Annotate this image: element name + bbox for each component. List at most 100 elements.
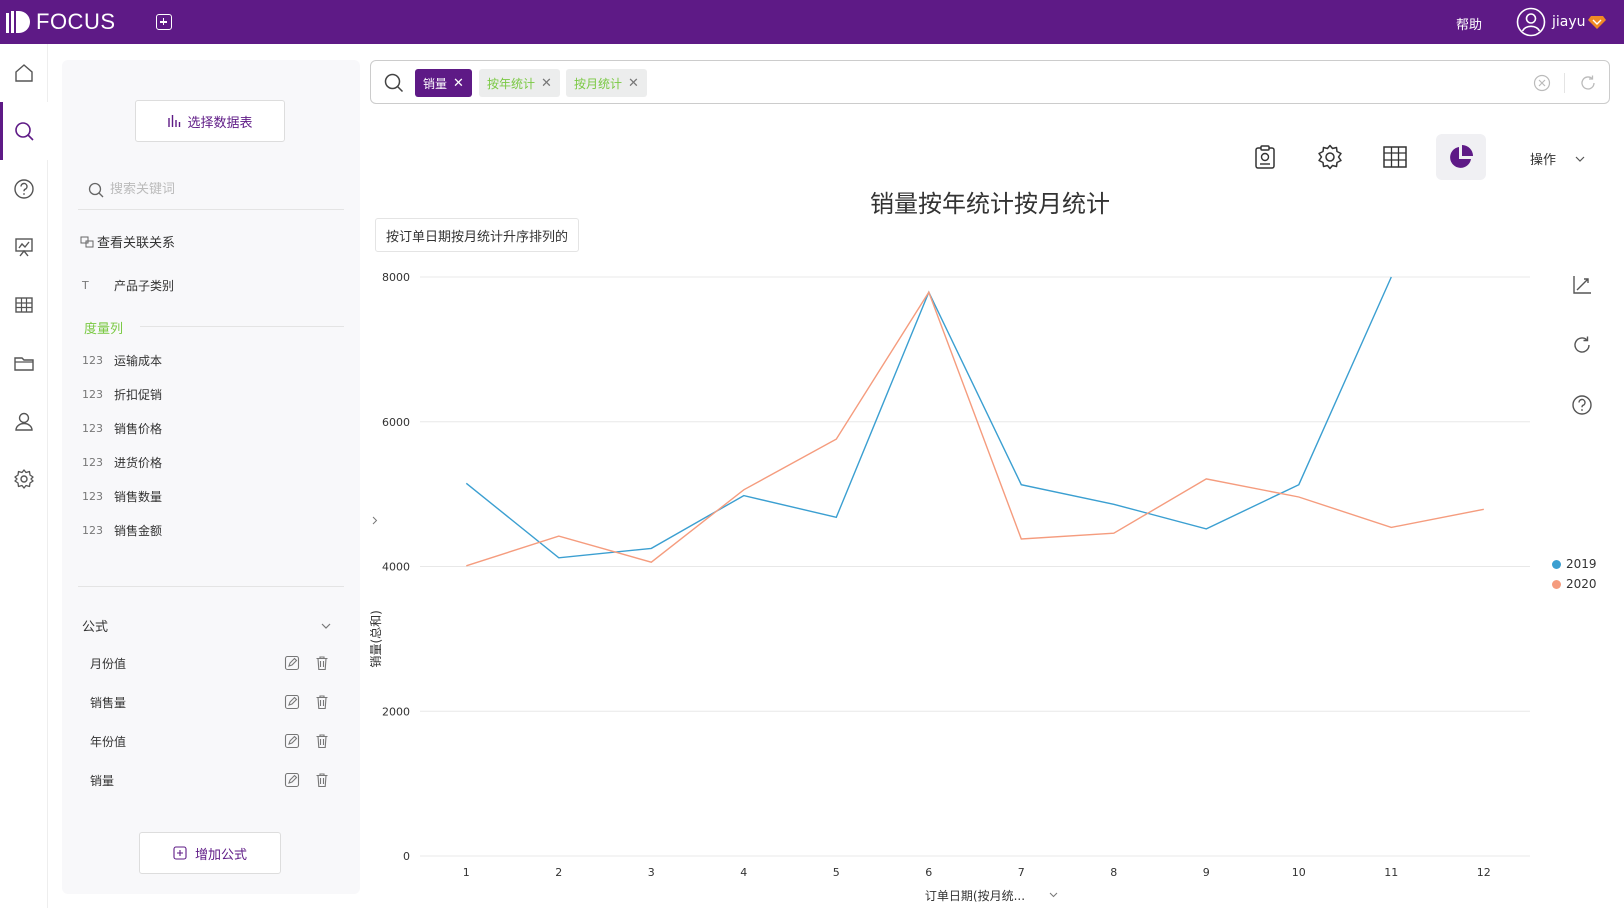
chart-settings-button[interactable] [1305, 134, 1355, 180]
keyword-search-input[interactable] [110, 182, 330, 197]
y-axis-chevron-icon [372, 516, 378, 525]
token-label: 按月统计 [574, 76, 623, 91]
legend-item-2020[interactable]: 2020 [1552, 574, 1597, 594]
clipboard-icon [1255, 145, 1275, 169]
settings-icon [14, 469, 34, 489]
table-view-button[interactable] [1370, 134, 1420, 180]
home-icon [15, 64, 33, 82]
axis-icon [1573, 276, 1591, 294]
column-item[interactable]: 123 销售价格 [82, 419, 162, 437]
column-name: 进货价格 [114, 455, 163, 470]
legend-item-2019[interactable]: 2019 [1552, 554, 1597, 574]
legend-dot [1552, 579, 1561, 589]
formula-section-header[interactable]: 公式 [82, 616, 332, 635]
select-table-label: 选择数据表 [187, 115, 253, 131]
edit-icon[interactable] [284, 733, 300, 749]
search-token-attribute[interactable]: 按年统计 ✕ [479, 69, 560, 97]
plus-square-icon [173, 846, 187, 860]
search-token-measure[interactable]: 销量 ✕ [415, 69, 472, 97]
delete-icon[interactable] [314, 733, 330, 749]
operations-menu[interactable]: 操作 [1530, 149, 1586, 168]
add-formula-label: 增加公式 [194, 847, 247, 863]
x-tick-label: 11 [1384, 866, 1398, 879]
column-item[interactable]: 123 销售数量 [82, 487, 162, 505]
series-line-2020 [466, 290, 1484, 567]
answer-info-button[interactable] [1240, 134, 1290, 180]
formula-item[interactable]: 销量 [90, 769, 330, 791]
relation-icon [80, 236, 94, 247]
edit-icon[interactable] [284, 772, 300, 788]
nav-table[interactable] [0, 276, 48, 334]
gear-icon [1318, 144, 1342, 170]
delete-icon[interactable] [314, 655, 330, 671]
keyword-search [78, 170, 344, 210]
x-tick-label: 9 [1203, 866, 1210, 879]
question-icon [14, 179, 34, 199]
sort-note: 按订单日期按月统计升序排列的 [375, 218, 580, 252]
user-name[interactable]: jiayu [1552, 14, 1586, 30]
pie-chart-icon [1450, 145, 1473, 168]
refresh-icon[interactable] [1579, 74, 1597, 92]
close-icon[interactable]: ✕ [541, 75, 552, 91]
series-line-2019 [465, 276, 1392, 559]
help-link[interactable]: 帮助 [1456, 18, 1483, 33]
nav-dashboard[interactable] [0, 218, 48, 276]
y-axis-label: 销量(总和) [370, 610, 383, 667]
delete-icon[interactable] [314, 772, 330, 788]
delete-icon[interactable] [314, 694, 330, 710]
chart-view-button[interactable] [1436, 134, 1486, 180]
formula-item[interactable]: 销售量 [90, 691, 330, 713]
search-token-attribute[interactable]: 按月统计 ✕ [566, 69, 647, 97]
dashboard-icon [15, 238, 33, 257]
add-tab-icon[interactable] [156, 14, 172, 30]
nav-folder[interactable] [0, 334, 48, 392]
view-relations-label: 查看关联关系 [97, 236, 176, 251]
x-tick-label: 2 [555, 866, 562, 879]
logo[interactable]: FOCUS [6, 9, 116, 35]
formula-item[interactable]: 月份值 [90, 652, 330, 674]
y-tick-label: 4000 [382, 561, 410, 574]
x-tick-label: 3 [648, 866, 655, 879]
nav-help[interactable] [0, 160, 48, 218]
select-table-button[interactable]: 选择数据表 [135, 100, 285, 142]
table-icon [1383, 146, 1407, 168]
formula-item[interactable]: 年份值 [90, 730, 330, 752]
column-item[interactable]: 123 运输成本 [82, 351, 162, 369]
nav-settings[interactable] [0, 450, 48, 508]
close-icon[interactable]: ✕ [628, 75, 639, 91]
edit-icon[interactable] [284, 655, 300, 671]
column-item[interactable]: 123 销售金额 [82, 521, 162, 539]
column-type-number-icon: 123 [82, 353, 103, 367]
operations-label: 操作 [1530, 153, 1557, 168]
chart-help-button[interactable] [1568, 391, 1596, 419]
close-icon[interactable]: ✕ [453, 75, 464, 91]
avatar[interactable] [1516, 7, 1546, 37]
add-formula-button[interactable]: 增加公式 [139, 832, 281, 874]
search-icon [88, 182, 104, 197]
column-item[interactable]: 123 折扣促销 [82, 385, 162, 403]
y-tick-label: 8000 [382, 271, 410, 284]
column-name: 销售价格 [114, 421, 163, 436]
measure-section-label: 度量列 [84, 322, 124, 337]
nav-search[interactable] [0, 102, 48, 160]
x-tick-label: 8 [1110, 866, 1117, 879]
column-item[interactable]: 123 进货价格 [82, 453, 162, 471]
bar-chart-icon [168, 115, 181, 127]
view-relations-link[interactable]: 查看关联关系 [80, 232, 175, 251]
clear-circle-icon[interactable] [1533, 74, 1551, 92]
chart-legend: 2019 2020 [1552, 554, 1597, 594]
chevron-down-icon[interactable] [320, 622, 332, 630]
reset-chart-button[interactable] [1568, 331, 1596, 359]
column-item[interactable]: T 产品子类别 [82, 276, 174, 294]
axis-settings-button[interactable] [1568, 271, 1596, 299]
search-bar[interactable]: 销量 ✕ 按年统计 ✕ 按月统计 ✕ [370, 60, 1610, 104]
nav-home[interactable] [0, 44, 48, 102]
vip-diamond-icon [1588, 16, 1606, 29]
panel-divider [78, 586, 344, 587]
y-tick-label: 2000 [382, 705, 410, 718]
top-bar: FOCUS 帮助 jiayu [0, 0, 1624, 44]
formula-name: 年份值 [90, 734, 127, 749]
edit-icon[interactable] [284, 694, 300, 710]
nav-user[interactable] [0, 392, 48, 450]
